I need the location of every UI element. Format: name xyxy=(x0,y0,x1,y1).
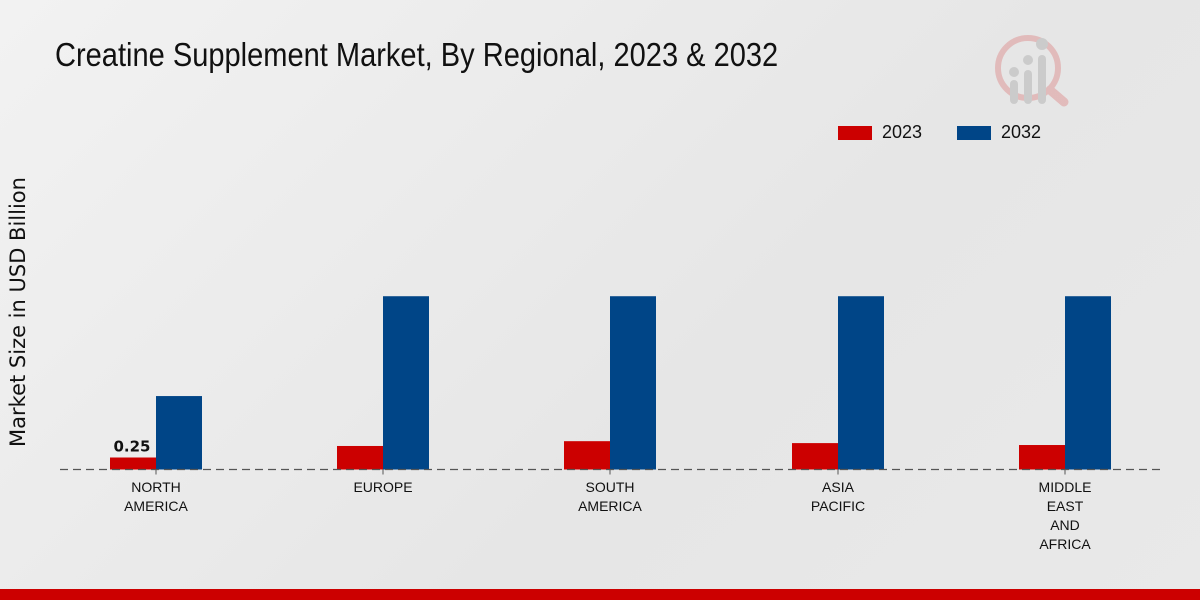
bar-2023-2 xyxy=(564,441,610,470)
bar-2023-3 xyxy=(792,443,838,470)
bar-2032-0 xyxy=(156,396,202,470)
legend-swatch-2023 xyxy=(838,125,872,140)
bar-2032-3 xyxy=(838,296,884,470)
x-tick-label: MIDDLE xyxy=(1039,479,1092,495)
x-tick-label: AMERICA xyxy=(578,498,642,514)
x-tick-label: SOUTH xyxy=(586,479,635,495)
chart-title: Creatine Supplement Market, By Regional,… xyxy=(55,36,779,73)
legend-item-2032: 2032 xyxy=(957,122,1041,143)
legend-swatch-2032 xyxy=(957,125,991,140)
legend-item-2023: 2023 xyxy=(838,122,922,143)
x-tick-label: AMERICA xyxy=(124,498,188,514)
footer-bar xyxy=(0,589,1200,600)
x-tick-label: AND xyxy=(1050,517,1080,533)
x-tick-label: EUROPE xyxy=(353,479,412,495)
legend-label: 2032 xyxy=(1001,122,1042,142)
x-tick-label: NORTH xyxy=(131,479,181,495)
bar-2032-2 xyxy=(610,296,656,470)
data-label: 0.25 xyxy=(113,438,150,456)
x-tick-label: EAST xyxy=(1047,498,1084,514)
bar-2023-1 xyxy=(337,445,383,470)
bar-2032-1 xyxy=(383,296,429,470)
x-tick-label: AFRICA xyxy=(1039,536,1091,552)
legend-label: 2023 xyxy=(882,122,923,142)
x-tick-label: PACIFIC xyxy=(811,498,865,514)
bar-2023-4 xyxy=(1019,445,1065,470)
bar-2032-4 xyxy=(1065,296,1111,470)
x-tick-label: ASIA xyxy=(822,479,855,495)
bar-2023-0 xyxy=(110,457,156,470)
